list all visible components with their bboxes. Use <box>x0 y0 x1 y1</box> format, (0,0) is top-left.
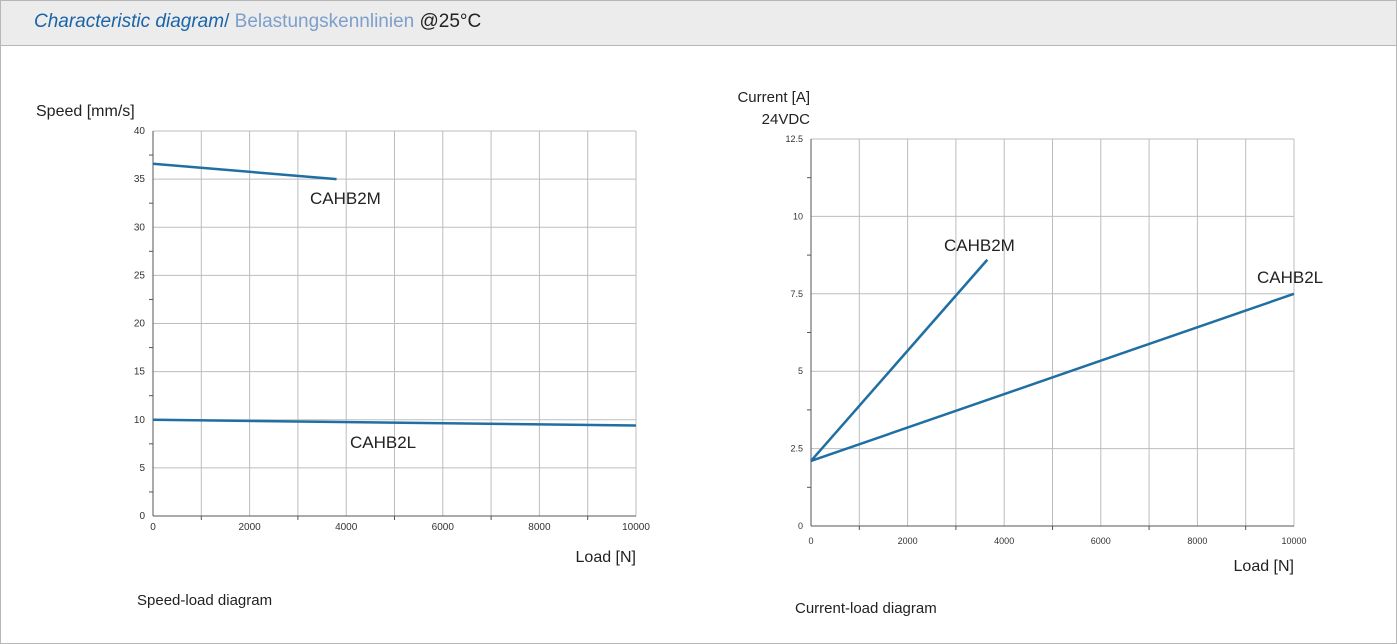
chart1-y-tick-label: 30 <box>134 222 146 233</box>
chart2-y-tick-label: 12.5 <box>785 134 803 144</box>
chart2-x-tick-label: 2000 <box>898 536 918 546</box>
chart2-x-tick-label: 6000 <box>1091 536 1111 546</box>
chart2-x-tick-label: 10000 <box>1281 536 1306 546</box>
header-bar: Characteristic diagram/ Belastungskennli… <box>1 1 1396 46</box>
chart1-y-tick-label: 40 <box>134 126 146 137</box>
chart2-x-axis-label: Load [N] <box>1234 558 1294 575</box>
chart1-x-tick-label: 2000 <box>238 522 261 533</box>
chart1-x-tick-label: 6000 <box>432 522 455 533</box>
chart1-y-tick-label: 20 <box>134 319 146 330</box>
chart1-x-tick-label: 8000 <box>528 522 551 533</box>
chart2-x-tick-label: 8000 <box>1187 536 1207 546</box>
chart2-title: Current-load diagram <box>795 600 937 617</box>
chart1-y-tick-label: 0 <box>139 511 145 522</box>
chart1-y-tick-label: 5 <box>139 463 145 474</box>
chart1-series-cahb2l-line <box>152 418 637 427</box>
chart2-y-tick-label: 2.5 <box>790 444 803 454</box>
chart2-x-tick-label: 0 <box>808 536 813 546</box>
chart2-y-tick-label: 10 <box>793 211 803 221</box>
chart2-series-cahb2l-line <box>810 292 1295 463</box>
chart1-y-tick-label: 10 <box>134 415 146 426</box>
chart1-x-axis-label: Load [N] <box>576 549 636 566</box>
chart2-y-tick-label: 5 <box>798 366 803 376</box>
chart2-y-axis-label: Current [A] <box>737 89 810 106</box>
chart1-x-tick-label: 4000 <box>335 522 358 533</box>
title-english: Characteristic diagram <box>34 11 225 32</box>
chart1-x-tick-label: 0 <box>150 522 156 533</box>
chart2-series-cahb2l-label: CAHB2L <box>1257 268 1323 287</box>
chart1-y-tick-label: 15 <box>134 367 146 378</box>
title-german: Belastungskennlinien <box>234 11 415 32</box>
title-temperature: @25°C <box>419 11 482 32</box>
chart1-y-axis-label: Speed [mm/s] <box>36 103 135 120</box>
chart2-y-tick-label: 0 <box>798 521 803 531</box>
chart1-title: Speed-load diagram <box>137 592 272 609</box>
chart1-x-tick-label: 10000 <box>622 522 650 533</box>
chart1-series-cahb2l-label: CAHB2L <box>350 433 416 452</box>
chart1-y-tick-label: 25 <box>134 270 146 281</box>
chart2-y-tick-label: 7.5 <box>790 289 803 299</box>
header-title: Characteristic diagram/ Belastungskennli… <box>34 11 481 33</box>
chart1-series-cahb2m-line <box>152 162 337 181</box>
chart2-series-cahb2m-label: CAHB2M <box>944 236 1015 255</box>
chart2-series-cahb2m-line <box>810 258 989 462</box>
chart2-x-tick-label: 4000 <box>994 536 1014 546</box>
chart1-series-cahb2m-label: CAHB2M <box>310 189 381 208</box>
chart1-y-tick-label: 35 <box>134 174 146 185</box>
chart2-y-axis-unit-label: 24VDC <box>762 111 811 128</box>
title-separator: / <box>224 11 230 32</box>
